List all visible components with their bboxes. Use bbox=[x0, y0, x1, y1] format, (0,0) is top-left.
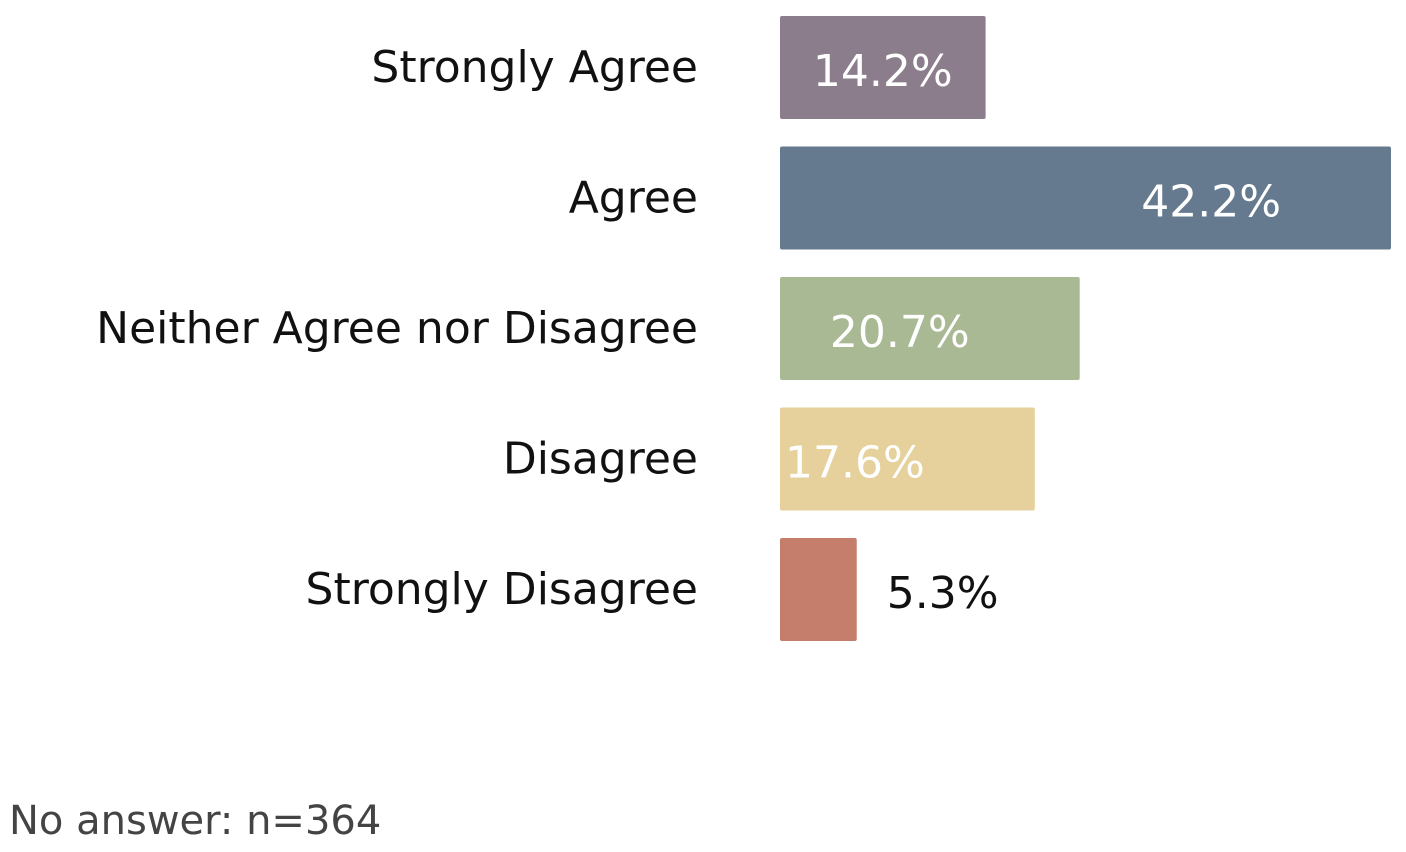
value-label: 5.3% bbox=[887, 568, 999, 619]
category-label: Neither Agree nor Disagree bbox=[96, 303, 698, 354]
bar bbox=[780, 16, 986, 119]
bar bbox=[780, 277, 1080, 380]
value-label: 20.7% bbox=[830, 307, 970, 358]
bar bbox=[780, 146, 1391, 250]
value-label: 14.2% bbox=[813, 46, 953, 97]
category-label: Disagree bbox=[503, 434, 698, 485]
bar bbox=[780, 407, 1035, 511]
category-label: Agree bbox=[569, 173, 698, 224]
category-label: Strongly Disagree bbox=[306, 564, 698, 615]
value-label: 17.6% bbox=[785, 438, 925, 489]
no-answer-footnote: No answer: n=364 bbox=[9, 798, 382, 844]
value-label: 42.2% bbox=[1141, 177, 1281, 228]
bar bbox=[780, 538, 857, 641]
category-label: Strongly Agree bbox=[371, 42, 698, 93]
